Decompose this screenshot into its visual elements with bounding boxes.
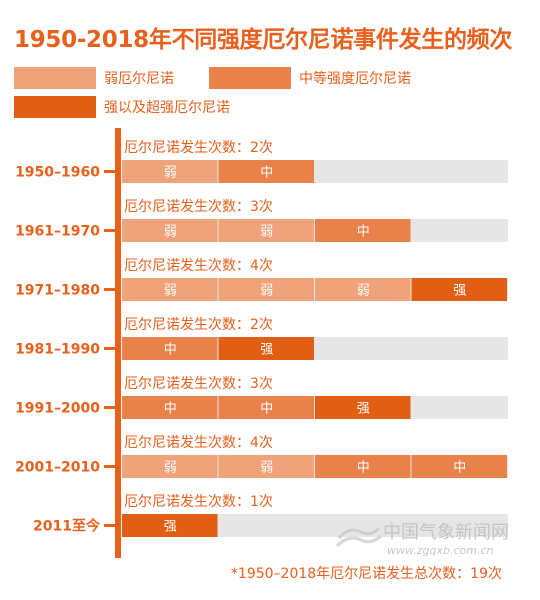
wave-logo-icon	[335, 526, 383, 548]
count-label: 厄尔尼诺发生次数：2次	[124, 140, 273, 156]
legend-label-moderate: 中等强度厄尔尼诺	[299, 71, 411, 87]
period-label: 2001–2010	[15, 460, 100, 476]
segment-label: 弱	[164, 166, 177, 181]
event-segment-strong	[218, 337, 314, 360]
event-segment-strong	[411, 278, 507, 301]
period-tick	[104, 170, 118, 173]
segment-label: 中	[357, 461, 370, 476]
legend-swatch-strong	[14, 96, 96, 118]
count-label: 厄尔尼诺发生次数：4次	[124, 258, 273, 274]
total-footnote: *1950–2018年厄尔尼诺发生总次数：19次	[230, 566, 502, 582]
legend-item-strong: 强以及超强厄尔尼诺	[14, 96, 230, 118]
legend-label-weak: 弱厄尔尼诺	[104, 71, 174, 87]
event-segment-moderate	[411, 455, 507, 478]
event-segment-weak	[122, 219, 218, 242]
event-segment-moderate	[122, 337, 218, 360]
count-label: 厄尔尼诺发生次数：4次	[124, 435, 273, 451]
watermark: 中国气象新闻网 www.zgqxb.com.cn	[335, 512, 535, 562]
segment-label: 中	[357, 225, 370, 240]
timeline-axis	[115, 128, 121, 558]
event-segment-weak	[218, 455, 314, 478]
period-label: 1971–1980	[15, 283, 100, 299]
event-segment-moderate	[218, 160, 314, 183]
bar-track	[122, 514, 508, 537]
segment-label: 弱	[260, 461, 273, 476]
chart-title: 1950-2018年不同强度厄尔尼诺事件发生的频次	[14, 27, 513, 53]
event-segment-weak	[218, 219, 314, 242]
segment-label: 中	[260, 402, 273, 417]
legend-item-weak: 弱厄尔尼诺	[14, 67, 174, 89]
count-label: 厄尔尼诺发生次数：1次	[124, 494, 273, 510]
event-segment-moderate	[315, 219, 411, 242]
event-segment-moderate	[315, 455, 411, 478]
segment-label: 弱	[260, 284, 273, 299]
period-label: 1981–1990	[15, 342, 100, 358]
legend-item-moderate: 中等强度厄尔尼诺	[209, 67, 411, 89]
event-segment-weak	[122, 455, 218, 478]
event-segment-weak	[315, 278, 411, 301]
segment-label: 强	[260, 343, 273, 358]
segment-label: 弱	[260, 225, 273, 240]
period-tick	[104, 524, 118, 527]
period-tick	[104, 347, 118, 350]
segment-label: 弱	[164, 284, 177, 299]
legend-swatch-moderate	[209, 67, 291, 89]
segment-label: 中	[260, 166, 273, 181]
period-label: 1991–2000	[15, 401, 100, 417]
period-tick	[104, 229, 118, 232]
segment-label: 弱	[164, 225, 177, 240]
event-segment-moderate	[122, 396, 218, 419]
segment-label: 弱	[164, 461, 177, 476]
segment-label: 中	[453, 461, 466, 476]
legend-label-strong: 强以及超强厄尔尼诺	[104, 100, 230, 116]
event-segment-weak	[218, 278, 314, 301]
count-label: 厄尔尼诺发生次数：3次	[124, 376, 273, 392]
segment-label: 中	[164, 402, 177, 417]
count-label: 厄尔尼诺发生次数：2次	[124, 317, 273, 333]
period-label: 2011至今	[33, 518, 100, 535]
period-tick	[104, 288, 118, 291]
event-segment-strong	[122, 514, 218, 537]
segment-label: 中	[164, 343, 177, 358]
count-label: 厄尔尼诺发生次数：3次	[124, 199, 273, 215]
event-segment-weak	[122, 278, 218, 301]
event-segment-strong	[315, 396, 411, 419]
watermark-url: www.zgqxb.com.cn	[387, 544, 494, 557]
segment-label: 强	[453, 284, 466, 299]
event-segment-weak	[122, 160, 218, 183]
legend-swatch-weak	[14, 67, 96, 89]
watermark-text: 中国气象新闻网	[383, 522, 509, 543]
event-segment-moderate	[218, 396, 314, 419]
period-tick	[104, 465, 118, 468]
segment-label: 强	[164, 520, 177, 535]
period-label: 1950–1960	[15, 165, 100, 181]
segment-label: 强	[357, 402, 370, 417]
segment-label: 弱	[357, 284, 370, 299]
period-tick	[104, 406, 118, 409]
period-label: 1961–1970	[15, 224, 100, 240]
